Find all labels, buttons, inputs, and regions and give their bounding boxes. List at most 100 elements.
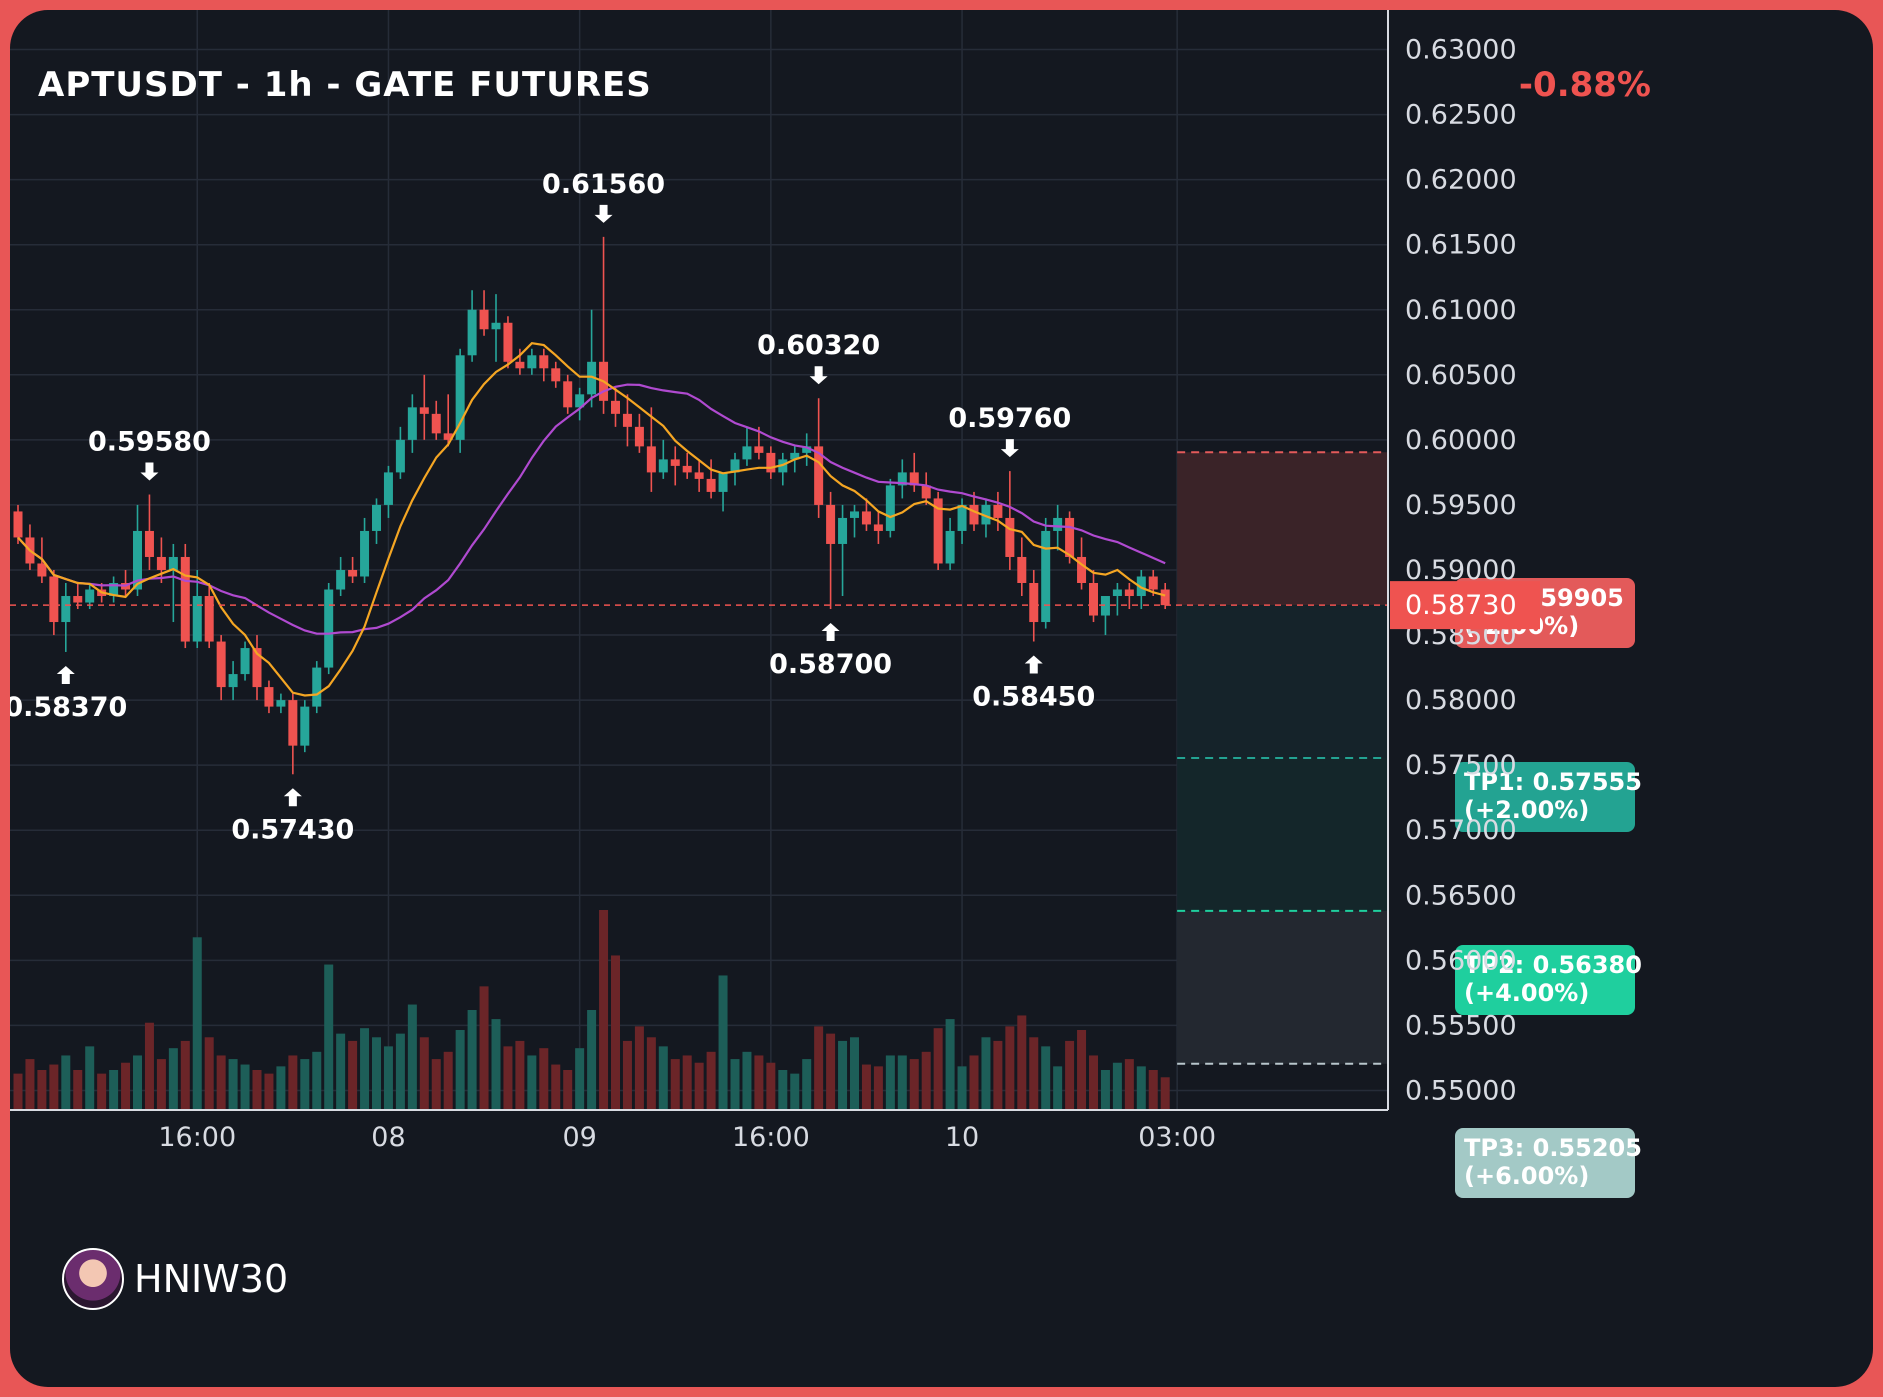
candle-bearish (814, 446, 824, 505)
candle-bullish (1041, 530, 1051, 623)
candle-bearish (264, 687, 274, 707)
volume-bar (527, 1055, 537, 1110)
volume-bar (1017, 1015, 1027, 1110)
volume-bar (419, 1037, 429, 1110)
volume-bar (1148, 1070, 1158, 1110)
high-price-label: 0.61560 (542, 169, 665, 200)
candle-bearish (539, 355, 549, 369)
candle-bullish (109, 583, 119, 597)
volume-bar (168, 1048, 178, 1110)
candle-bearish (1029, 583, 1039, 623)
candle-bullish (407, 407, 417, 440)
x-tick-label: 09 (562, 1122, 596, 1153)
volume-bar (599, 910, 609, 1110)
volume-bar (873, 1066, 883, 1110)
low-price-label: 0.57430 (231, 814, 354, 845)
candle-bearish (1005, 517, 1015, 557)
candle-bearish (443, 433, 453, 440)
candle-bullish (658, 459, 668, 473)
volume-bar (1124, 1059, 1134, 1110)
candle-bearish (348, 569, 358, 577)
candle-bullish (730, 459, 740, 473)
candle-bearish (826, 504, 836, 544)
sl-zone (1177, 452, 1388, 606)
volume-bar (372, 1037, 381, 1110)
volume-bar (133, 1055, 142, 1110)
volume-bar (192, 937, 202, 1110)
volume-bar (252, 1070, 262, 1110)
chart-title: APTUSDT - 1h - GATE FUTURES (38, 65, 652, 105)
low-price-label: 0.58370 (10, 692, 127, 723)
candle-bearish (670, 459, 680, 466)
volume-bar (539, 1048, 549, 1110)
volume-bar (479, 986, 489, 1110)
candle-bearish (993, 504, 1003, 518)
y-tick-label: 0.56000 (1405, 945, 1517, 976)
candle-bullish (61, 596, 71, 623)
volume-bar (742, 1051, 752, 1110)
candle-bearish (216, 641, 226, 688)
level-badge-bg (1455, 762, 1635, 832)
volume-bar (802, 1059, 812, 1110)
high-price-label: 0.59580 (88, 427, 211, 458)
y-tick-label: 0.56500 (1405, 880, 1517, 911)
volume-bar (587, 1010, 597, 1110)
volume-bar (407, 1004, 417, 1110)
volume-bar (324, 964, 334, 1110)
volume-bar (682, 1055, 692, 1110)
candle-bullish (527, 355, 537, 369)
current-price-badge (1390, 581, 1540, 630)
volume-bar (646, 1037, 656, 1110)
price-chart[interactable]: 0.59580 0.58370 0.57430 0.61560 0.60320 0.587… (10, 10, 1873, 1387)
candle-bearish (551, 368, 561, 382)
y-tick-label: 0.57500 (1405, 750, 1517, 781)
candle-bearish (861, 511, 871, 525)
candle-bearish (13, 511, 23, 538)
candle-bullish (718, 472, 728, 492)
level-badge-title: TP2: 0.56380 (1464, 951, 1642, 979)
y-tick-label: 0.61500 (1405, 230, 1517, 261)
level-badge-bg (1455, 945, 1635, 1015)
candle-bearish (563, 381, 573, 408)
level-badge-percent: (+6.00%) (1464, 1162, 1589, 1190)
volume-bar (264, 1073, 274, 1110)
volume-bar (945, 1019, 955, 1110)
candle-bearish (49, 576, 59, 623)
y-tick-label: 0.59500 (1405, 490, 1517, 521)
volume-bar (443, 1051, 453, 1110)
volume-bar (1100, 1070, 1110, 1110)
candle-bullish (383, 472, 393, 505)
candle-bearish (622, 413, 632, 427)
ma-fast-line (17, 342, 1166, 697)
up-arrow-icon (821, 623, 840, 642)
chart-frame: 0.59580 0.58370 0.57430 0.61560 0.60320 0.587… (10, 10, 1873, 1387)
candle-bearish (921, 485, 931, 499)
level-badge-tp2: TP2: 0.56380(+4.00%) (1455, 945, 1642, 1015)
candle-bullish (240, 648, 250, 675)
y-tick-label: 0.63000 (1405, 35, 1517, 66)
volume-bar (336, 1033, 346, 1110)
volume-bar (718, 975, 728, 1110)
y-tick-label: 0.62000 (1405, 165, 1517, 196)
candle-bullish (360, 530, 370, 577)
volume-bar (25, 1059, 35, 1110)
down-arrow-icon (809, 366, 828, 385)
volume-bar (1112, 1062, 1122, 1110)
candle-bullish (587, 361, 597, 395)
volume-bar (121, 1062, 131, 1110)
candle-bullish (1100, 596, 1110, 616)
volume-bar (109, 1070, 119, 1110)
volume-bar (276, 1066, 286, 1110)
candle-bullish (276, 700, 286, 707)
volume-bar (85, 1046, 95, 1110)
y-tick-label: 0.55000 (1405, 1075, 1517, 1106)
level-badge-tp3: TP3: 0.55205(+6.00%) (1455, 1128, 1642, 1198)
volume-bar (1005, 1026, 1015, 1110)
low-price-label: 0.58700 (769, 649, 892, 680)
candle-bullish (300, 706, 310, 746)
level-badge-title: TP3: 0.55205 (1464, 1134, 1642, 1162)
candle-bullish (372, 504, 381, 531)
volume-bar (144, 1022, 154, 1110)
candle-bearish (419, 407, 429, 414)
candle-bearish (873, 524, 883, 531)
